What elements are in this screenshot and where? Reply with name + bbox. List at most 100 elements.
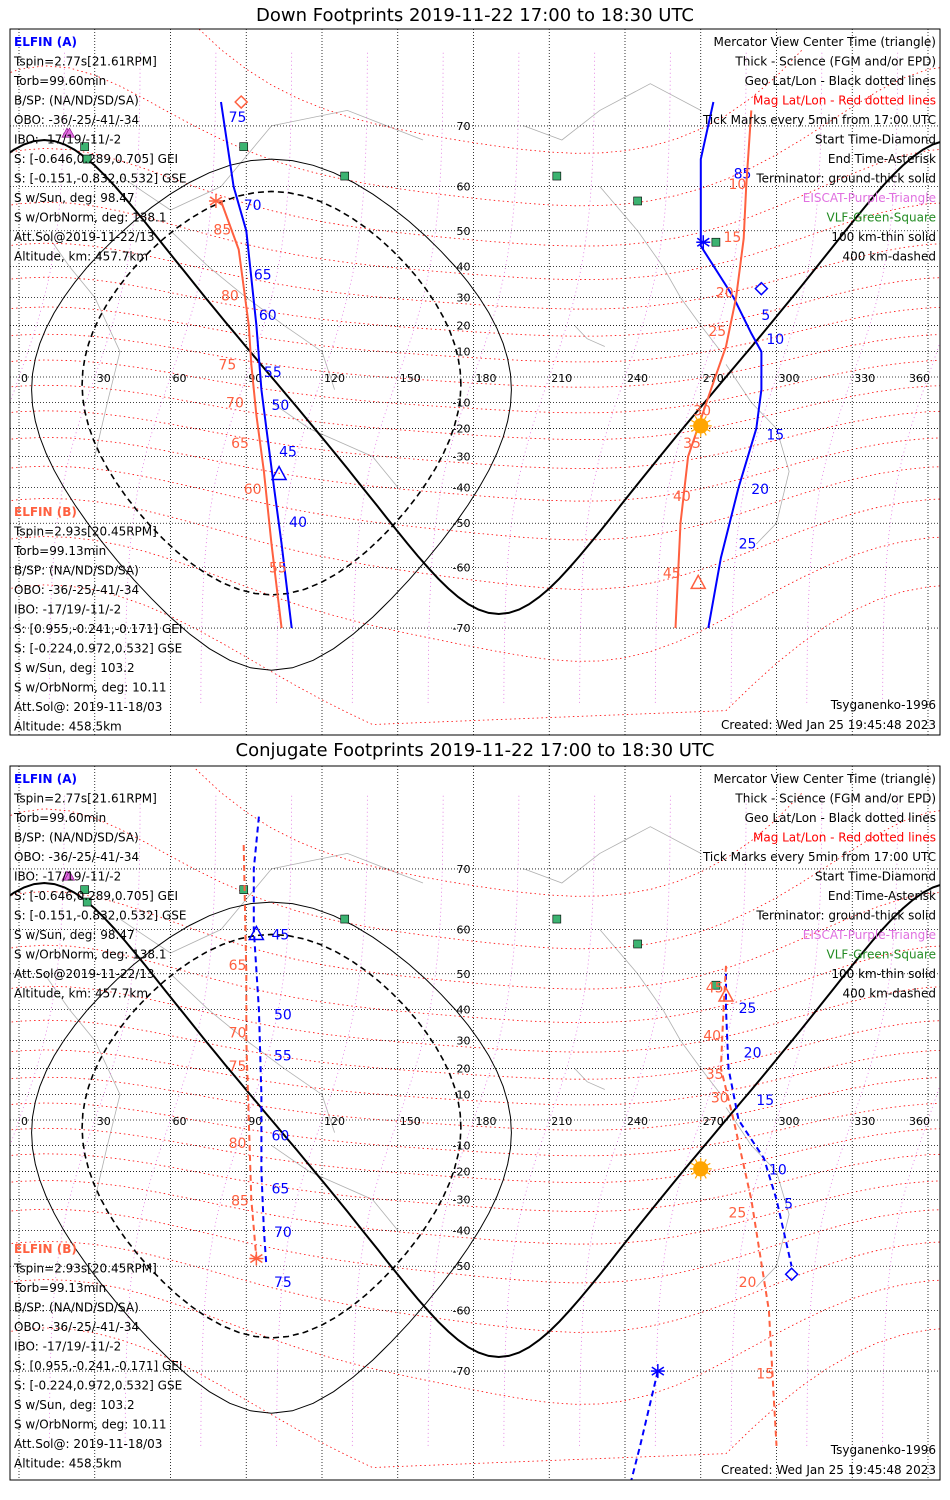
lat-label: -20 [453, 1166, 471, 1179]
lon-label: 330 [854, 372, 875, 385]
track-tick-label: 5 [761, 308, 770, 324]
lat-label: -30 [453, 450, 471, 463]
coastline-segment [599, 929, 722, 1095]
info-line: S: [0.955,-0.241,-0.171] GEI [14, 622, 182, 636]
lat-label: -70 [453, 1365, 471, 1378]
lat-label: -60 [453, 1305, 471, 1318]
info-line: Start Time-Diamond [815, 870, 936, 884]
track-a-antarctic-line [630, 1370, 659, 1480]
lat-label: -10 [453, 1139, 471, 1152]
mag-grid [10, 29, 940, 725]
mag-lat-line [10, 147, 940, 247]
info-line: VLF-Green-Square [827, 211, 936, 225]
track-tick-label: 45 [663, 566, 681, 582]
info-line: S w/Sun, deg: 103.2 [14, 661, 135, 675]
center-triangle-marker [248, 924, 265, 941]
sun-ray [706, 1162, 711, 1166]
track-b-west-line [220, 200, 283, 629]
info-line: S w/Sun, deg: 98.47 [14, 928, 135, 942]
track-a-east-line [725, 973, 793, 1267]
end-asterisk-marker [650, 1364, 665, 1379]
lat-label: -20 [453, 423, 471, 436]
info-line: Torb=99.60min [13, 74, 106, 88]
sun-ray [706, 1171, 711, 1175]
info-line: Altitude: 458.5km [14, 720, 122, 734]
info-line: S w/OrbNorm, deg: 138.1 [14, 948, 166, 962]
lat-label: 10 [457, 346, 471, 359]
mag-lat-line [10, 1179, 940, 1245]
info-line: 100 km-thin solid [831, 967, 936, 981]
track-tick-label: 40 [289, 515, 307, 531]
track-tick-label: 60 [244, 482, 262, 498]
lat-label: 70 [457, 120, 471, 133]
footprint-100km-line [31, 158, 512, 671]
info-line: IBO: -17/19/-11/-2 [14, 133, 121, 147]
map-frame [9, 765, 941, 1481]
track-tick-label: 75 [229, 110, 247, 126]
lon-label: 0 [21, 372, 28, 385]
coastlines [43, 826, 790, 1288]
track-tick-label: 40 [673, 489, 691, 505]
coastline-segment [725, 1107, 790, 1288]
info-line: S: [-0.224,0.972,0.532] GSE [14, 642, 182, 656]
sun-ray [706, 428, 711, 432]
info-line: Torb=99.13min [13, 544, 106, 558]
vlf-station-marker [80, 142, 89, 151]
track-tick-label: 15 [766, 427, 784, 443]
start-diamond-marker [784, 1267, 799, 1282]
terminator-line [10, 138, 940, 616]
mag-lat-line [10, 944, 940, 1023]
info-line: ELFIN (A) [14, 772, 77, 786]
info-line: IBO: -17/19/-11/-2 [14, 603, 121, 617]
mag-lat-line [10, 808, 940, 950]
lat-label: 40 [457, 261, 471, 274]
track-tick-label: 85 [213, 223, 231, 239]
coastline-segment [599, 186, 722, 352]
created-timestamp: Created: Wed Jan 25 19:45:48 2023 [721, 718, 936, 732]
lat-label: -50 [453, 517, 471, 530]
lon-label: 180 [476, 372, 497, 385]
track-tick-label: 10 [769, 1162, 787, 1178]
info-line: OBO: -36/-25/-41/-34 [14, 850, 139, 864]
center-triangle-marker [270, 464, 288, 481]
mag-lat-line [10, 1076, 940, 1131]
footprint-100km-line [31, 901, 512, 1414]
map-body: 0 30 60 90 120 150 180 210 240 270 300 330 360706050… [10, 29, 940, 735]
lon-label: 300 [779, 1115, 800, 1128]
info-line: ELFIN (B) [14, 505, 77, 519]
sun-ray [694, 431, 698, 436]
info-line: Mag Lat/Lon - Red dotted lines [753, 831, 936, 845]
info-line: Terminator: ground-thick solid [755, 909, 936, 923]
vlf-station-marker [552, 914, 562, 924]
info-line: S w/OrbNorm, deg: 138.1 [14, 211, 166, 225]
info-line: OBO: -36/-25/-41/-34 [14, 583, 139, 597]
track-b-east-line [674, 110, 753, 629]
info-line: Thick - Science (FGM and/or EPD) [734, 55, 936, 69]
lon-label: 360 [909, 1115, 930, 1128]
info-line: Altitude, km: 457.7km [14, 250, 148, 264]
lat-label: 20 [457, 1062, 471, 1075]
lon-label: 150 [400, 372, 421, 385]
sun-ray [703, 1174, 707, 1179]
axis-labels: 0 30 60 90 120 150 180 210 240 270 300 330 360 70 60 50… [21, 863, 930, 1378]
eiscat-station-marker [63, 127, 76, 138]
lat-label: -70 [453, 622, 471, 635]
info-line: Mag Lat/Lon - Red dotted lines [753, 94, 936, 108]
track-tick-label: 65 [254, 267, 272, 283]
sun-icon [689, 414, 712, 437]
footprint-400km-line [81, 933, 462, 1339]
track-tick-label: 20 [739, 1275, 757, 1291]
info-line: B/SP: (NA/ND/SD/SA) [14, 1301, 139, 1315]
lon-label: 60 [173, 1115, 187, 1128]
lon-label: 360 [909, 372, 930, 385]
lon-label: 270 [703, 372, 724, 385]
lon-label: 330 [854, 1115, 875, 1128]
lon-label: 300 [779, 372, 800, 385]
info-line: ELFIN (B) [14, 1242, 77, 1256]
info-line: B/SP: (NA/ND/SD/SA) [14, 94, 139, 108]
mag-lat-line [10, 497, 940, 590]
mag-lat-line [10, 410, 940, 469]
track-tick-label: 35 [706, 1067, 724, 1083]
mag-lat-line [10, 359, 940, 414]
map-panel-down: 0 30 60 90 120 150 180 210 240 270 300 330 360706050… [9, 28, 941, 736]
